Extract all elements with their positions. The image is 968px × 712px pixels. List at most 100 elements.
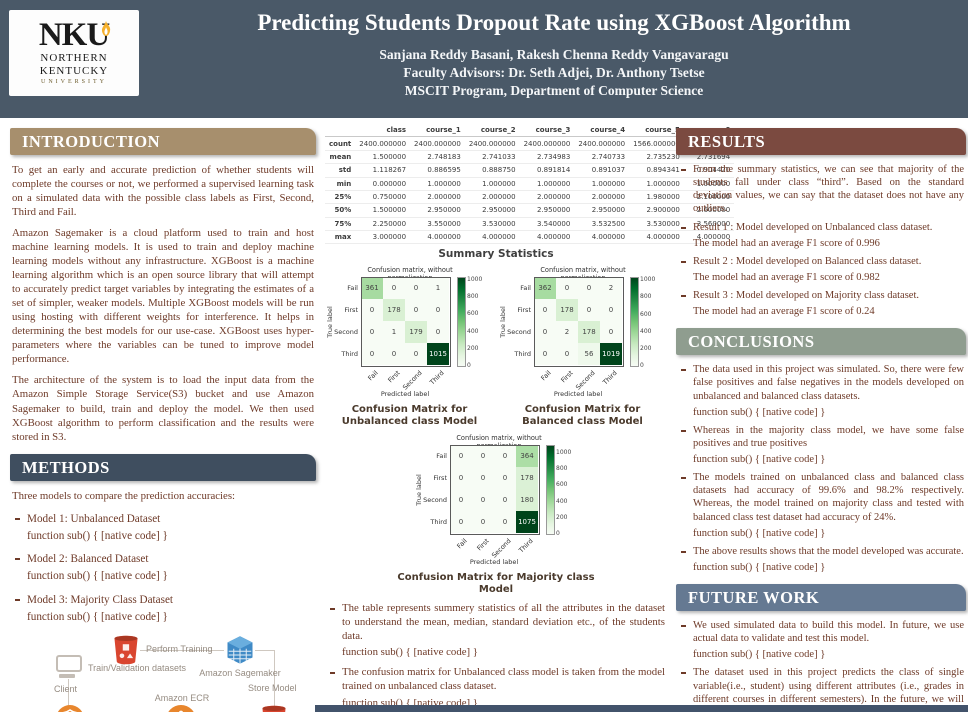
poster-bottom-border [315,705,968,712]
cm-cell-value: 0 [361,299,383,322]
cm-cell-value: 0 [494,489,516,512]
future-work-item: We used simulated data to build this mod… [678,619,964,661]
stats-cell: 0.891037 [574,163,630,178]
observation-item: The confusion matrix for Unbalanced clas… [327,666,665,710]
stats-cell: 2.748183 [410,150,465,165]
stats-row: count 2400.000000 2400.000000 2400.000000 24… [325,136,735,151]
cm-cell-value: 178 [556,299,578,322]
stats-column-header: course_3 [519,124,575,138]
methods-model-item: Model 1: Unbalanced Dataset function sub(… [12,512,314,543]
result-f1-score-line: function sub() { [native code] } [693,561,826,573]
stats-cell: 2.900000 [629,203,684,218]
stats-cell: 4.000000 [683,230,735,245]
stats-cell: 3.540000 [519,217,575,232]
cm-row-tick-label: Third [341,350,358,359]
cm-row-tick-label: First [517,306,531,315]
summary-statistics-table: class course_1 course_2 course_3 course_4 cou… [325,124,735,245]
cm-cell-value: 0 [600,321,622,344]
cm-cell-value: 361 [361,277,383,300]
stats-cell: 2.100000 [683,190,735,205]
confusion-matrix-majority: Confusion matrix, without normalizationT… [396,434,596,596]
stats-row: 25% 0.750000 2.000000 2.000000 2.000000 2.000… [325,190,735,205]
stats-cell: 2.000000 [410,190,465,205]
nku-logo-university: UNIVERSITY [41,79,107,86]
cm-cell-value: 0 [578,277,600,300]
introduction-paragraph: To get an early and accurate prediction … [12,164,314,219]
cm-colorbar-tick: 200 [556,514,568,521]
result-f1-score-line: function sub() { [native code] } [693,454,826,465]
confusion-matrix-row: Confusion matrix, without normalizationT… [325,266,667,434]
result-f1-score-line: function sub() { [native code] } [27,529,168,542]
label-client: Client [54,683,78,694]
stats-row-label: std [325,163,356,178]
stats-column-header: course_4 [574,124,630,138]
cm-colorbar-tick: 800 [556,464,568,472]
stats-cell: 1566.000000 [629,136,684,151]
flame-icon [100,11,112,44]
cm-cell-value: 0 [383,277,405,300]
conclusion-item: The models trained on unbalanced class a… [678,471,964,540]
stats-row-label: 25% [325,190,356,205]
stats-cell: 1.000000 [464,177,520,191]
stats-row-label: 50% [325,203,356,218]
result-item: Result 1 : Model developed on Unbalanced… [678,221,964,250]
cm-cell-value: 0 [405,277,427,300]
stats-cell: 2.950000 [464,203,520,218]
cm-cell-value: 0 [534,299,556,322]
cm-cell-value: 0 [450,489,472,512]
stats-cell: 2400.000000 [519,136,575,151]
header-titles: Predicting Students Dropout Rate using X… [150,8,958,101]
stats-cell: 1.000000 [410,177,465,191]
conclusion-item: The above results shows that the model d… [678,545,964,574]
cm-colorbar-tick: 0 [467,362,471,370]
stats-cell: 4.000000 [464,230,520,245]
cm-cell-value: 0 [427,321,449,344]
confusion-matrix-balanced-plot: Confusion matrix, without normalizationT… [499,266,660,402]
stats-cell: 2.000000 [574,190,630,205]
stats-row: std 1.118267 0.886595 0.888750 0.891814 0.891… [325,163,735,178]
right-column: RESULTS From the summary statistics, we … [676,118,966,712]
cm-cell-value: 2 [556,321,578,344]
stats-cell: 0.894341 [629,163,684,178]
future-work-heading: FUTURE WORK [676,584,966,611]
stats-cell: 2400.000000 [410,136,465,151]
conclusions-heading: CONCLUSIONS [676,328,966,356]
stats-cell: 3.550000 [410,217,465,232]
cm-cell-value: 0 [578,299,600,322]
stats-cell: 4.000000 [519,230,575,245]
cm-colorbar [546,445,555,536]
cm-cell-value: 0 [361,321,383,344]
stats-cell: 2.000000 [464,190,520,205]
stats-column-header: course_2 [464,124,520,138]
poster-columns: INTRODUCTION To get an early and accurat… [0,118,968,712]
stats-cell: 2.741033 [464,150,520,165]
cm-y-axis-label: True label [499,306,507,339]
cm-cell-value: 0 [494,511,516,534]
amazon-sagemaker-icon [225,635,255,667]
stats-cell: 1.000000 [683,177,735,191]
methods-model-item: Model 3: Majority Class Dataset function … [12,593,314,624]
cm-cell-value: 0 [450,445,472,468]
stats-corner-cell [325,124,356,138]
left-column: INTRODUCTION To get an early and accurat… [10,118,316,712]
cm-cell-value: 1 [383,321,405,344]
stats-cell: 1.980000 [629,190,684,205]
stats-row: max 3.000000 4.000000 4.000000 4.000000 4.000… [325,230,735,245]
result-f1-score-line: function sub() { [native code] } [693,527,826,539]
cm-cell-value: 0 [556,343,578,366]
result-f1-score-line: The model had an average F1 score of 0.9… [693,237,880,249]
cm-colorbar-tick: 400 [640,327,652,335]
cm-cell-value: 0 [472,445,494,468]
cm-colorbar-tick: 200 [640,345,652,353]
cm-row-tick-label: Fail [436,452,447,461]
stats-cell: 1.500000 [355,203,411,218]
confusion-matrix-majority-caption: Confusion Matrix for Majority class Mode… [397,572,595,596]
cm-cell-value: 0 [450,511,472,534]
cm-cell-value: 0 [472,467,494,490]
nku-logo-nku-text: NKU [38,17,110,53]
poster-advisors: Faculty Advisors: Dr. Seth Adjei, Dr. An… [403,65,705,81]
cm-cell-value: 0 [494,467,516,490]
stats-cell: 2.740733 [574,150,630,165]
confusion-matrix-balanced-caption: Confusion Matrix for Balanced class Mode… [522,404,643,428]
methods-heading: METHODS [10,453,316,481]
